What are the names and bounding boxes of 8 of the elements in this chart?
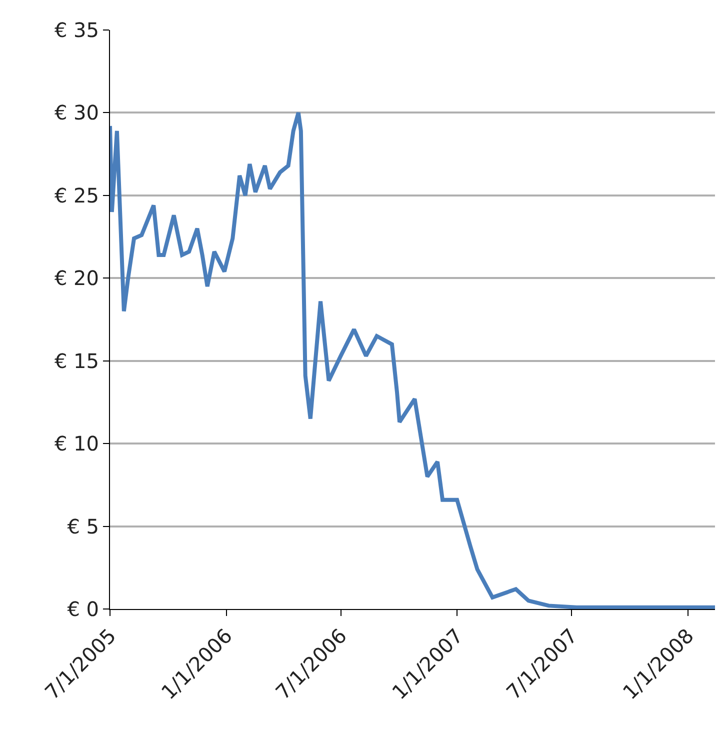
- y-tick-label: € 10: [54, 432, 99, 456]
- y-tick-label: € 5: [67, 514, 99, 538]
- y-tick-label: € 30: [54, 100, 99, 125]
- y-tick-label: € 15: [54, 348, 99, 373]
- y-tick-label: € 35: [54, 18, 99, 42]
- y-tick-label: € 0: [67, 597, 99, 621]
- y-tick-label: € 20: [54, 266, 99, 290]
- y-tick-label: € 25: [54, 183, 99, 208]
